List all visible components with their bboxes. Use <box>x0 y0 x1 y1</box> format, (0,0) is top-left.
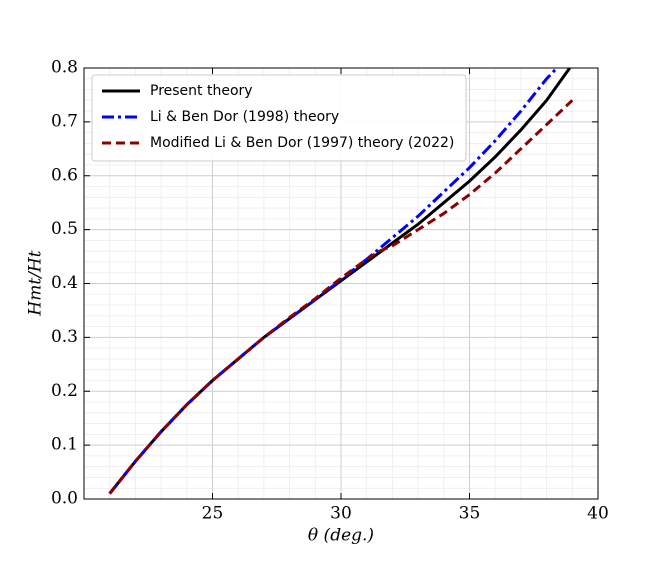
x-tick-label: 30 <box>330 504 352 524</box>
y-tick-label: 0.5 <box>51 219 78 239</box>
legend-label: Present theory <box>150 83 253 99</box>
y-tick-label: 0.3 <box>51 327 78 347</box>
x-tick-label: 40 <box>587 504 609 524</box>
y-tick-label: 0.7 <box>51 111 78 131</box>
legend-box <box>91 74 467 162</box>
series-line <box>108 99 574 495</box>
legend-label: Modified Li & Ben Dor (1997) theory (202… <box>150 135 454 151</box>
y-tick-label: 0.1 <box>51 435 78 455</box>
x-tick-label: 25 <box>202 504 224 524</box>
plot-frame <box>83 67 599 500</box>
legend: Present theory Li & Ben Dor (1998) theory… <box>91 74 467 162</box>
y-axis-label: Hmt/Ht <box>26 250 46 316</box>
y-tick-label: 0.0 <box>51 489 78 509</box>
y-tick-label: 0.4 <box>51 273 78 293</box>
y-tick-label: 0.2 <box>51 381 78 401</box>
y-tick-label: 0.6 <box>51 165 78 185</box>
x-axis-label: θ (deg.) <box>308 526 374 546</box>
x-tick-label: 35 <box>459 504 481 524</box>
legend-label: Li & Ben Dor (1998) theory <box>150 109 339 125</box>
y-tick-label: 0.8 <box>51 58 78 78</box>
